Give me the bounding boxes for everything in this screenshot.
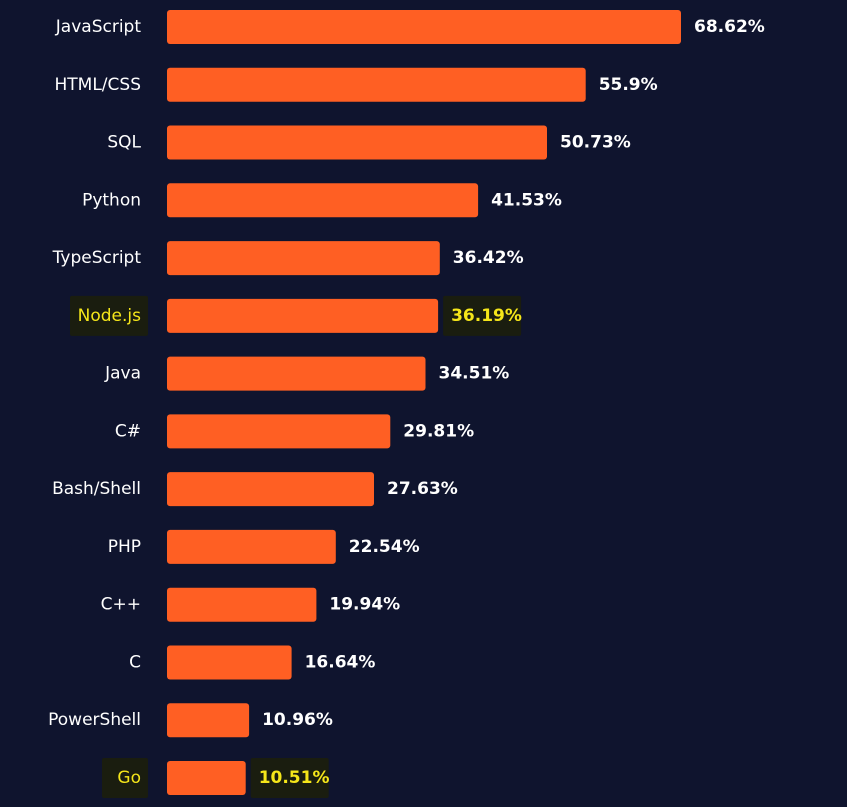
bar-row-java: Java 34.51% xyxy=(104,356,510,391)
value-label: 68.62% xyxy=(694,17,765,37)
bar-row-sql: SQL 50.73% xyxy=(107,125,631,160)
highlight-box xyxy=(70,295,148,336)
bar-row-node-js: Node.js 36.19% xyxy=(70,295,522,336)
value-label: 10.51% xyxy=(259,768,330,788)
bar-row-c: C# 29.81% xyxy=(115,414,474,449)
bar-row-php: PHP 22.54% xyxy=(108,529,420,564)
bar-row-go: Go 10.51% xyxy=(102,758,330,799)
category-label: C# xyxy=(115,421,141,441)
bar-row-c: C++ 19.94% xyxy=(101,587,400,622)
highlight-box xyxy=(443,295,522,336)
value-label: 41.53% xyxy=(491,190,562,210)
category-label: PowerShell xyxy=(48,710,141,730)
bar-row-typescript: TypeScript 36.42% xyxy=(52,241,524,276)
bar-row-c: C 16.64% xyxy=(129,645,376,680)
bar xyxy=(167,125,547,160)
bar-row-powershell: PowerShell 10.96% xyxy=(48,703,333,738)
value-label: 29.81% xyxy=(403,421,474,441)
category-label: HTML/CSS xyxy=(55,75,142,95)
category-label: PHP xyxy=(108,537,141,557)
bar xyxy=(167,703,250,738)
bar xyxy=(167,587,317,622)
highlight-box xyxy=(250,758,329,799)
value-label: 34.51% xyxy=(439,364,510,384)
bar-row-bash-shell: Bash/Shell 27.63% xyxy=(52,472,458,507)
bar-row-python: Python 41.53% xyxy=(82,183,562,218)
bar xyxy=(167,529,336,564)
bar xyxy=(167,183,479,218)
value-label: 36.19% xyxy=(451,306,522,326)
value-label: 16.64% xyxy=(305,652,376,672)
category-label: Go xyxy=(117,768,141,788)
bar-row-javascript: JavaScript 68.62% xyxy=(55,10,765,44)
bar xyxy=(167,10,681,44)
bar-row-html-css: HTML/CSS 55.9% xyxy=(55,67,658,102)
bar xyxy=(167,472,374,507)
value-label: 36.42% xyxy=(453,248,524,268)
category-label: Python xyxy=(82,190,141,210)
value-label: 50.73% xyxy=(560,133,631,153)
highlight-box xyxy=(102,758,148,799)
category-label: Java xyxy=(104,364,141,384)
bar xyxy=(167,67,586,102)
bar xyxy=(167,645,292,680)
bar xyxy=(167,298,439,333)
value-label: 19.94% xyxy=(329,595,400,615)
category-label: Node.js xyxy=(78,306,141,326)
category-label: Bash/Shell xyxy=(52,479,141,499)
value-label: 27.63% xyxy=(387,479,458,499)
bar xyxy=(167,356,426,391)
bar xyxy=(167,414,391,449)
bar xyxy=(167,761,246,796)
value-label: 55.9% xyxy=(599,75,658,95)
value-label: 10.96% xyxy=(262,710,333,730)
bar xyxy=(167,241,440,276)
value-label: 22.54% xyxy=(349,537,420,557)
category-label: SQL xyxy=(107,133,141,153)
category-label: TypeScript xyxy=(52,248,142,268)
category-label: C xyxy=(129,652,141,672)
category-label: JavaScript xyxy=(55,17,142,37)
category-label: C++ xyxy=(101,595,141,615)
